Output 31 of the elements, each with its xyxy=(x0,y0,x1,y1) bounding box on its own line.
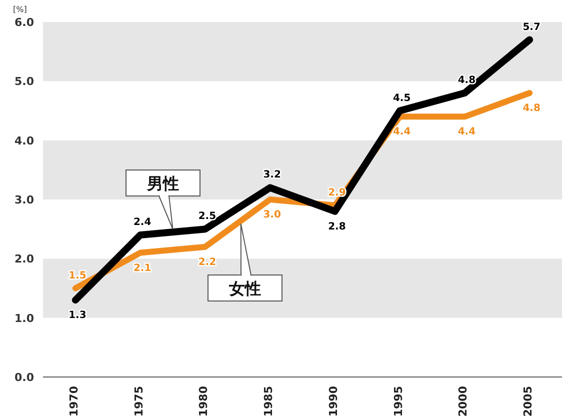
data-label: 4.4 xyxy=(458,126,476,138)
data-label: 5.7 xyxy=(522,22,540,33)
x-tick-label: 1970 xyxy=(67,386,80,416)
data-label: 3.0 xyxy=(263,210,281,220)
data-label: 2.1 xyxy=(133,262,152,274)
x-tick-label: 2000 xyxy=(456,386,470,416)
y-tick-label: 4.0 xyxy=(14,134,34,148)
data-label: 2.5 xyxy=(198,211,216,222)
y-tick-label: 5.0 xyxy=(14,75,34,88)
data-label: 2.8 xyxy=(328,221,346,232)
x-tick-label: 1990 xyxy=(326,386,340,416)
y-axis-title: [%] xyxy=(13,5,27,14)
data-label: 4.4 xyxy=(392,126,411,138)
data-label: 3.2 xyxy=(263,170,281,181)
y-tick-label: 3.0 xyxy=(14,194,34,206)
data-label: 2.4 xyxy=(133,217,152,228)
x-tick-label: 1995 xyxy=(392,386,405,416)
data-label: 4.8 xyxy=(458,75,476,86)
data-label: 4.8 xyxy=(522,103,540,114)
data-label: 1.3 xyxy=(68,310,86,322)
x-tick-label: 1985 xyxy=(262,386,276,416)
data-label: 1.5 xyxy=(68,270,86,282)
y-tick-label: 1.0 xyxy=(14,312,34,325)
y-tick-label: 0.0 xyxy=(14,371,34,384)
y-tick-label: 6.0 xyxy=(14,16,34,29)
data-label: 2.2 xyxy=(198,256,216,268)
x-tick-label: 1980 xyxy=(197,386,210,416)
data-label: 4.5 xyxy=(392,92,411,104)
x-tick-label: 2005 xyxy=(522,386,535,416)
y-tick-label: 2.0 xyxy=(14,252,34,266)
x-tick-label: 1975 xyxy=(132,386,146,416)
